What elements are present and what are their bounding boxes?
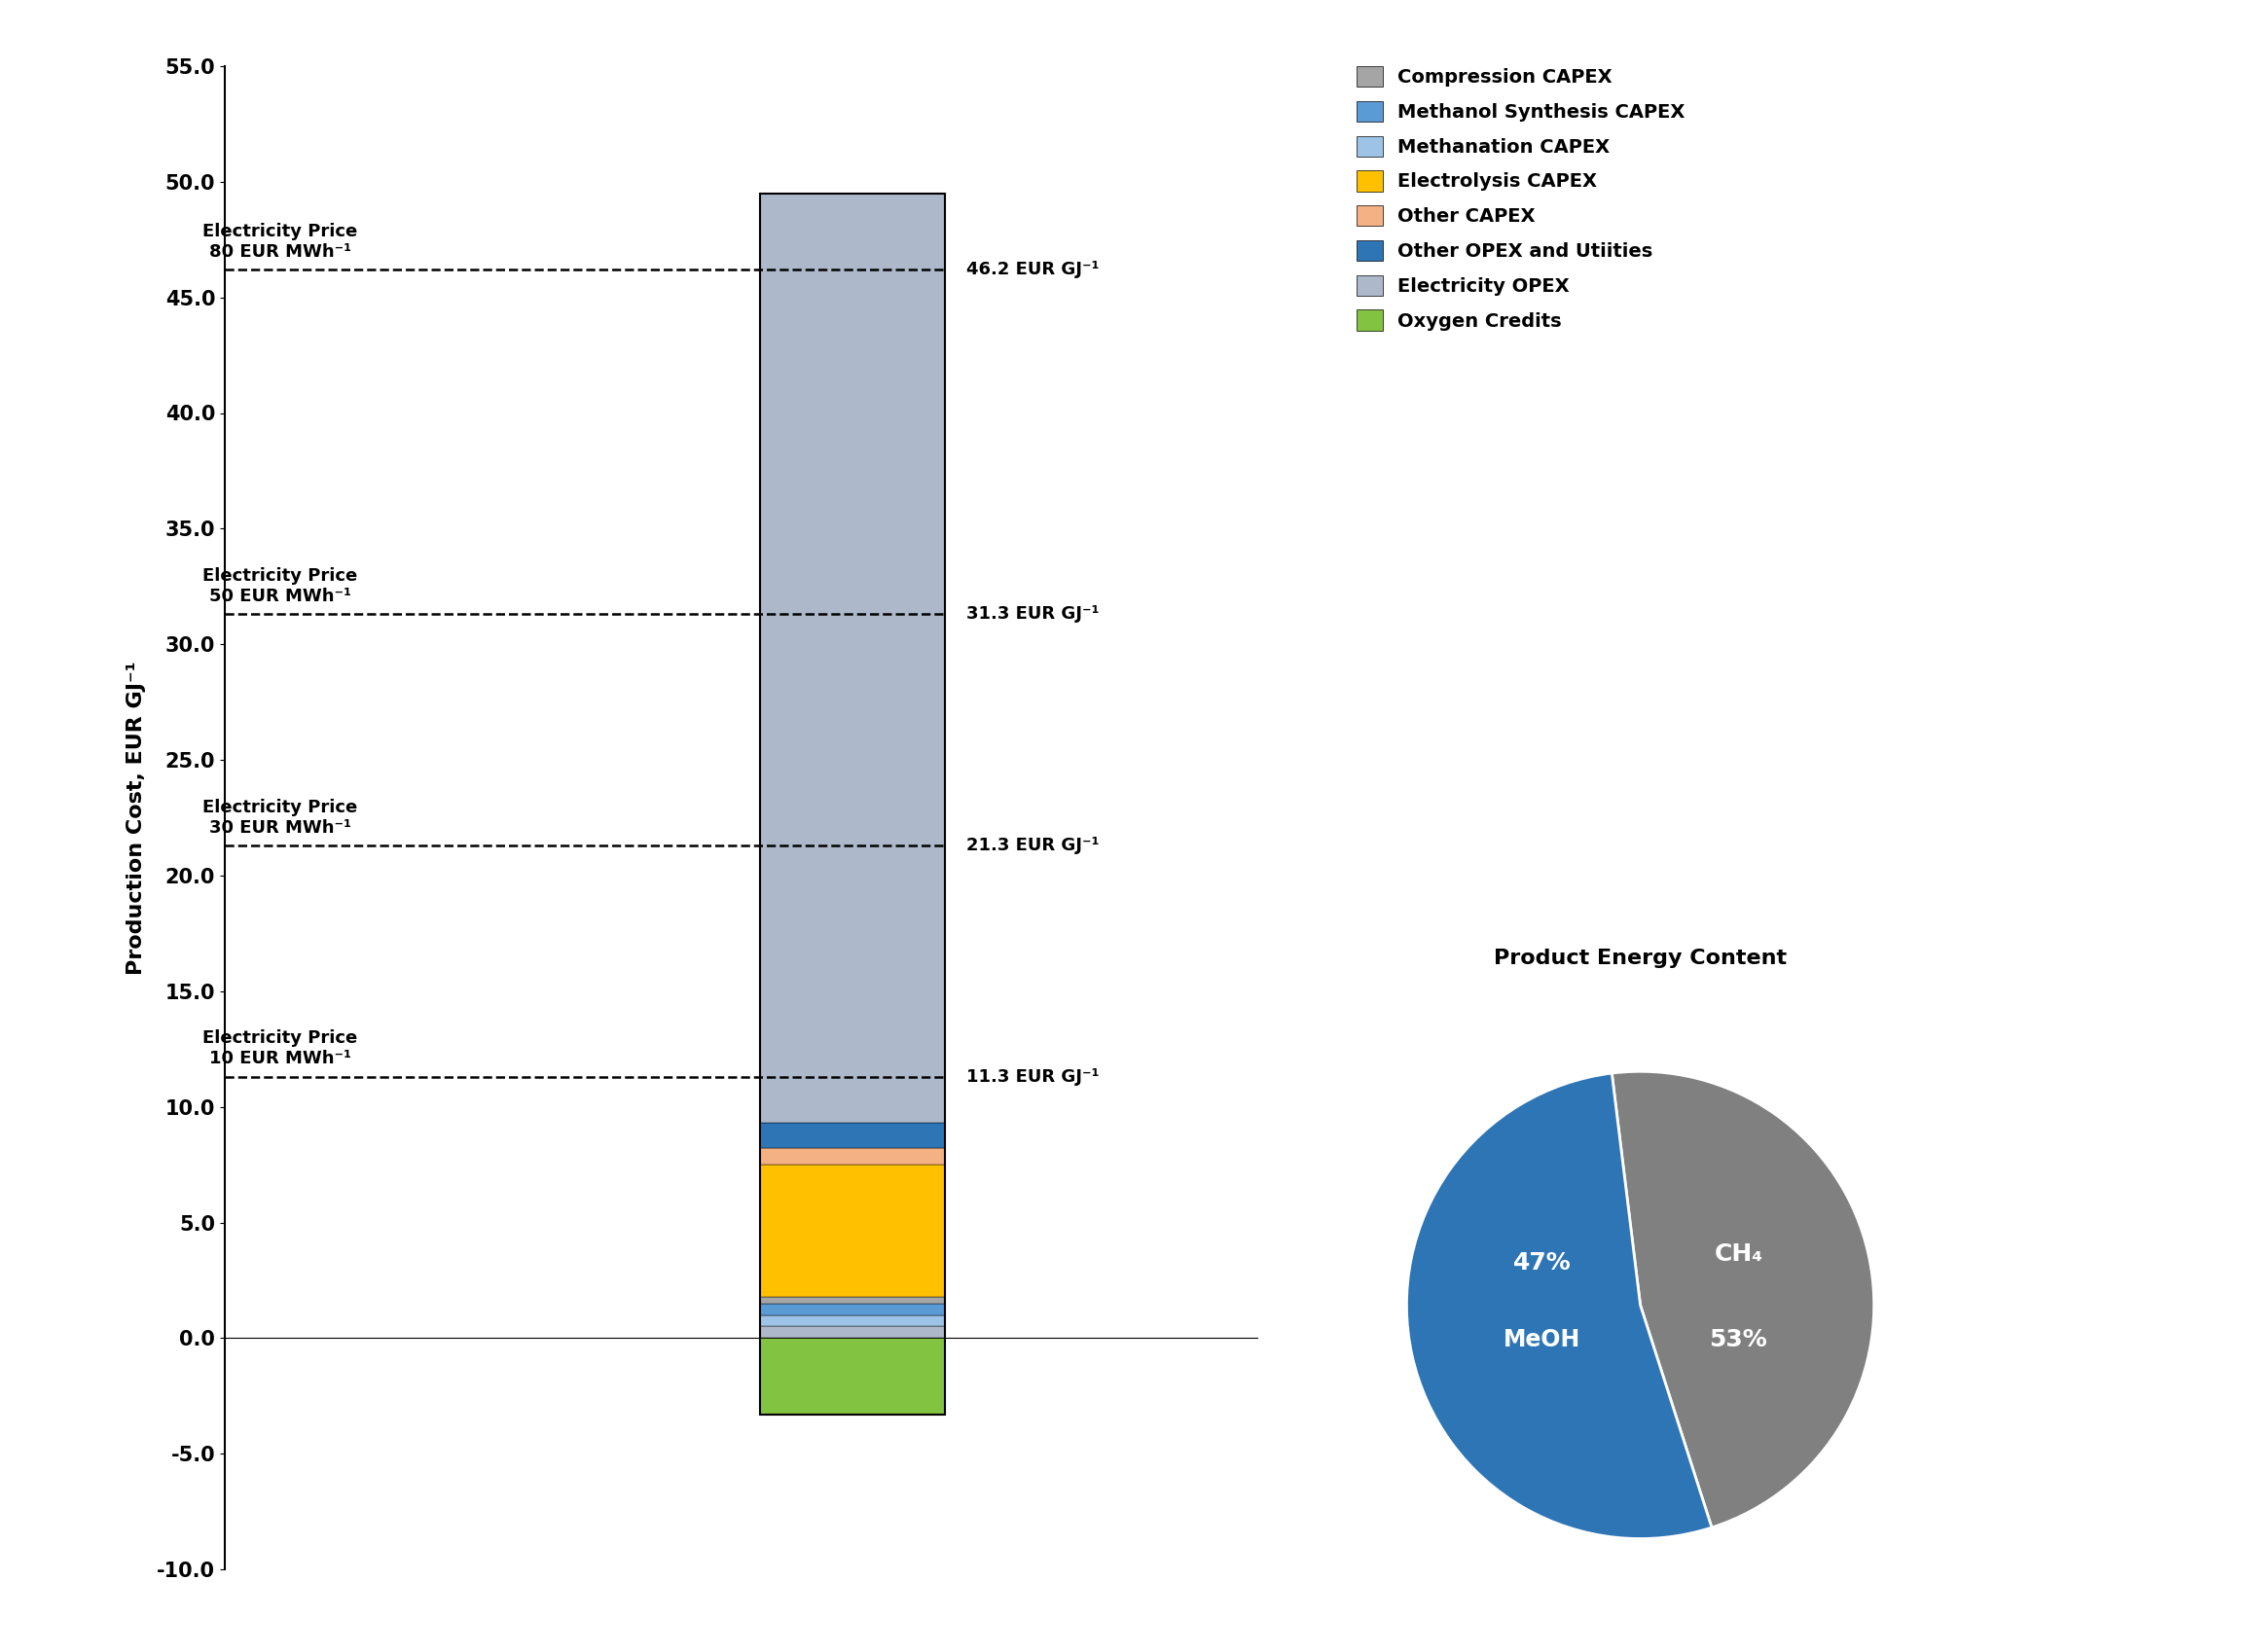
Text: 11.3 EUR GJ⁻¹: 11.3 EUR GJ⁻¹ [966, 1067, 1099, 1085]
Text: 31.3 EUR GJ⁻¹: 31.3 EUR GJ⁻¹ [966, 605, 1099, 623]
Text: CH₄: CH₄ [1714, 1242, 1764, 1265]
Bar [759, 1327, 944, 1338]
Bar [759, 1338, 944, 1414]
Bar [759, 1165, 944, 1297]
Text: 21.3 EUR GJ⁻¹: 21.3 EUR GJ⁻¹ [966, 836, 1099, 854]
Text: MeOH: MeOH [1503, 1328, 1580, 1351]
Bar [759, 193, 944, 1123]
Bar [759, 1148, 944, 1165]
Text: Electricity Price
10 EUR MWh⁻¹: Electricity Price 10 EUR MWh⁻¹ [202, 1029, 357, 1067]
Wedge shape [1611, 1072, 1874, 1528]
Text: 46.2 EUR GJ⁻¹: 46.2 EUR GJ⁻¹ [966, 261, 1099, 279]
Text: Electricity Price
50 EUR MWh⁻¹: Electricity Price 50 EUR MWh⁻¹ [202, 567, 357, 605]
Bar [759, 1303, 944, 1315]
Text: 47%: 47% [1512, 1251, 1571, 1275]
Bar [759, 1297, 944, 1303]
Text: Electricity Price
80 EUR MWh⁻¹: Electricity Price 80 EUR MWh⁻¹ [202, 223, 357, 261]
Text: 53%: 53% [1710, 1328, 1768, 1351]
Legend: Compression CAPEX, Methanol Synthesis CAPEX, Methanation CAPEX, Electrolysis CAP: Compression CAPEX, Methanol Synthesis CA… [1350, 61, 1692, 335]
Title: Product Energy Content: Product Energy Content [1494, 948, 1786, 968]
Bar [759, 1123, 944, 1148]
Wedge shape [1407, 1074, 1712, 1538]
Y-axis label: Production Cost, EUR GJ⁻¹: Production Cost, EUR GJ⁻¹ [126, 661, 146, 975]
Bar [759, 1315, 944, 1327]
Text: Electricity Price
30 EUR MWh⁻¹: Electricity Price 30 EUR MWh⁻¹ [202, 798, 357, 836]
